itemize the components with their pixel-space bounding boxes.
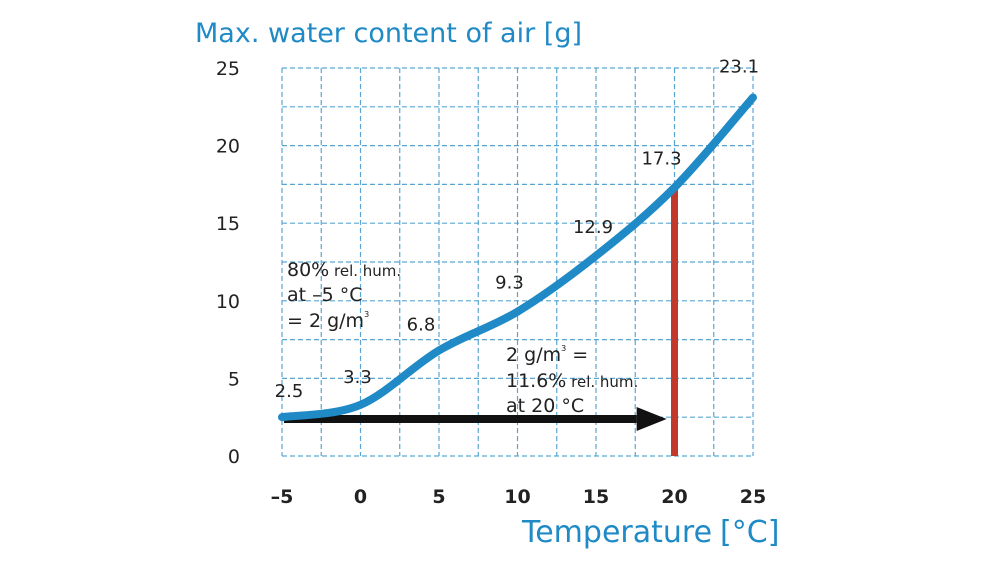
right-annotation-line2: 11.6% rel. hum. <box>506 370 638 392</box>
right-annotation-line1: 2 g/m3 = <box>506 344 588 366</box>
y-tick-label: 0 <box>228 446 240 468</box>
x-tick-labels: –5 0 5 10 15 20 25 <box>271 486 767 508</box>
x-axis-title-unit: [°C] <box>720 515 779 550</box>
data-labels: 2.5 3.3 6.8 9.3 12.9 17.3 23.1 <box>275 56 759 402</box>
x-axis-title: Temperature [°C] <box>521 515 779 550</box>
data-label: 3.3 <box>343 367 372 388</box>
y-tick-label: 5 <box>228 368 240 390</box>
y-tick-label: 10 <box>216 291 240 313</box>
data-label: 12.9 <box>573 217 613 238</box>
y-tick-label: 20 <box>216 136 240 158</box>
x-tick-label: 15 <box>583 486 609 508</box>
right-annotation-value: 2 g/m <box>506 344 561 366</box>
series-line <box>278 93 757 422</box>
curve-layer <box>278 93 757 422</box>
left-annotation-line3: = 2 g/m3 <box>287 310 369 332</box>
left-annotation-sup: 3 <box>364 310 369 319</box>
y-tick-label: 15 <box>216 213 240 235</box>
y-tick-label: 25 <box>216 58 240 80</box>
right-annotation-line3: at 20 °C <box>506 395 584 417</box>
data-label: 23.1 <box>719 56 759 77</box>
right-annotation-equals: = <box>566 344 588 366</box>
left-annotation-rh-value: 80% <box>287 259 329 281</box>
left-annotation-line2: at –5 °C <box>287 284 363 306</box>
x-tick-label: 25 <box>740 486 766 508</box>
x-tick-label: 10 <box>504 486 530 508</box>
right-annotation-sup: 3 <box>561 344 566 353</box>
y-axis-title: Max. water content of air [g] <box>195 18 582 49</box>
left-annotation-line1: 80% rel. hum. <box>287 259 401 281</box>
left-annotation-rh-text: rel. hum. <box>329 262 401 280</box>
right-annotation: 2 g/m3 = 11.6% rel. hum. at 20 °C <box>506 344 644 417</box>
x-tick-label: 5 <box>432 486 445 508</box>
right-annotation-rh-text: rel. hum. <box>566 373 638 391</box>
left-annotation-value: = 2 g/m <box>287 310 364 332</box>
data-label: 2.5 <box>275 381 304 402</box>
x-tick-label: –5 <box>271 486 294 508</box>
arrow-head <box>636 406 667 431</box>
y-tick-labels: 0 5 10 15 20 25 <box>216 58 240 468</box>
data-label: 17.3 <box>641 149 681 170</box>
right-annotation-rh-value: 11.6% <box>506 370 566 392</box>
x-tick-label: 0 <box>354 486 367 508</box>
data-label: 6.8 <box>407 314 436 335</box>
left-annotation: 80% rel. hum. at –5 °C = 2 g/m3 <box>287 259 407 332</box>
x-axis-title-text: Temperature <box>521 515 712 550</box>
arrow-layer <box>284 406 667 431</box>
data-label: 9.3 <box>495 273 524 294</box>
x-tick-label: 20 <box>661 486 687 508</box>
